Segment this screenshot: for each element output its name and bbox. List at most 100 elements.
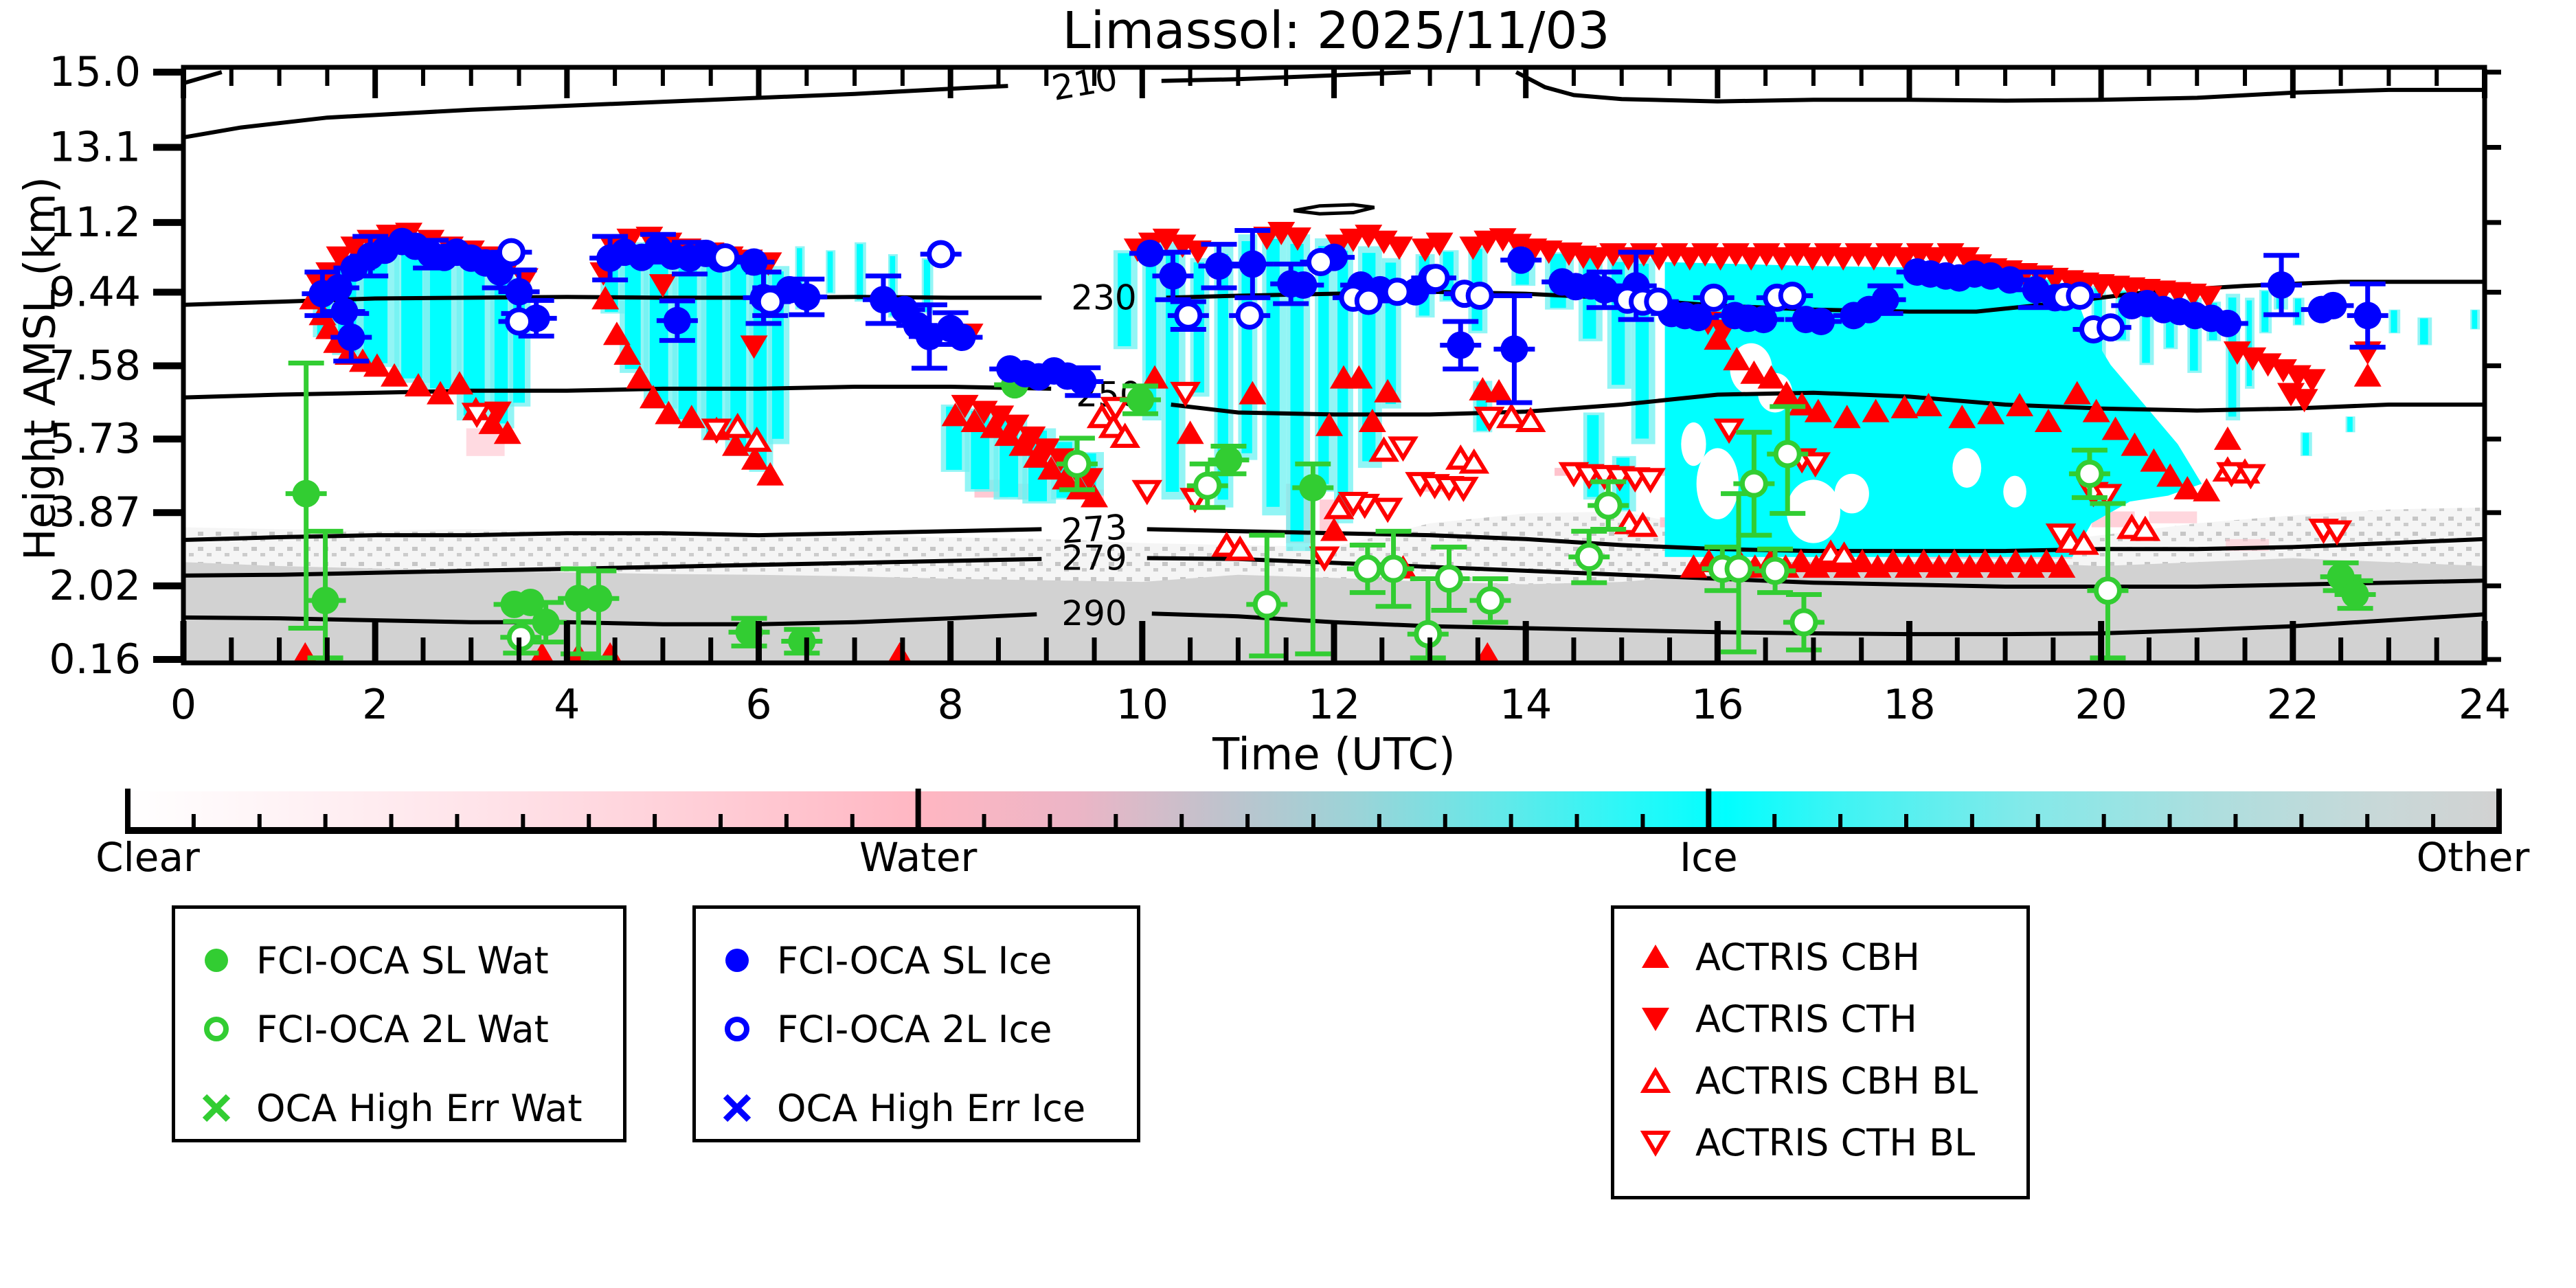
contour-label: 230	[1071, 278, 1136, 317]
legend-item-cbh: ACTRIS CBH	[1635, 933, 1920, 981]
y-axis-label: Height AMSL (km)	[14, 177, 65, 561]
ice-mass-gap	[2003, 475, 2026, 508]
ice-class-streak-core	[1318, 246, 1329, 484]
legend-label: ACTRIS CBH	[1695, 935, 1920, 979]
legend-item-higherr-wat: OCA High Err Wat	[196, 1084, 583, 1132]
ice-class-streak-core	[2166, 299, 2174, 348]
y-tick-label: 5.73	[49, 415, 141, 463]
blue-x-icon	[723, 1094, 752, 1122]
x-tick-label: 12	[1308, 681, 1360, 729]
legend-item-sl-wat: FCI-OCA SL Wat	[196, 936, 549, 984]
y-tick-label: 9.44	[49, 268, 141, 316]
temperature-contour-210	[183, 70, 223, 85]
y-tick-label: 2.02	[49, 562, 141, 610]
legend-label: FCI-OCA SL Ice	[777, 938, 1052, 982]
classification-colorbar: Clear Water Ice Other	[95, 789, 2529, 881]
ice-class-streak-core	[1217, 253, 1228, 500]
legend-label: OCA High Err Wat	[256, 1086, 583, 1130]
colorbar-label-water: Water	[859, 834, 978, 881]
x-tick-label: 2	[362, 681, 388, 729]
y-tick-label: 15.0	[49, 48, 141, 96]
legend-item-higherr-ice: OCA High Err Ice	[716, 1084, 1085, 1132]
ice-class-streak-core	[2472, 310, 2478, 329]
legend-item-sl-ice: FCI-OCA SL Ice	[716, 936, 1052, 984]
ice-mass-gap	[1681, 422, 1706, 466]
legend-label: ACTRIS CTH	[1695, 997, 1917, 1041]
series-actris-cbh-bl	[722, 403, 2261, 567]
ice-class-streak-core	[2294, 298, 2302, 325]
ice-mass-gap	[1834, 473, 1869, 514]
x-tick-label: 10	[1116, 681, 1168, 729]
blue-open-circle-icon	[725, 1017, 749, 1041]
ice-class-streak-core	[923, 260, 931, 313]
legend-item-2l-wat: FCI-OCA 2L Wat	[196, 1005, 549, 1053]
legend-label: FCI-OCA 2L Wat	[256, 1007, 549, 1051]
ice-class-streak-core	[706, 259, 723, 435]
axes-frame: 0 2 4 6 8 10 12 14 16 18 20 22 240.162.023.875.737.5…	[49, 48, 2511, 729]
ice-class-streak-core	[2142, 295, 2150, 363]
ice-class-streak-core	[2228, 297, 2237, 417]
ice-class-streak-core	[494, 271, 508, 424]
ice-class-streak-core	[2261, 291, 2269, 332]
x-tick-label: 0	[170, 681, 196, 729]
legend-item-cth: ACTRIS CTH	[1635, 995, 1917, 1043]
y-tick-label: 3.87	[49, 488, 141, 536]
contour-label: 279	[1061, 539, 1127, 578]
legend-label: FCI-OCA SL Wat	[256, 938, 549, 982]
legend-label: OCA High Err Ice	[777, 1086, 1086, 1130]
red-triangle-down-icon	[1642, 1008, 1669, 1031]
ice-class-streak-core	[430, 250, 451, 389]
red-triangle-up-icon	[1642, 945, 1669, 968]
ice-class-streak-core	[890, 256, 896, 316]
x-tick-label: 20	[2075, 681, 2127, 729]
x-tick-label: 4	[554, 681, 580, 729]
x-axis-label: Time (UTC)	[1212, 730, 1456, 780]
ice-class-streak-core	[2420, 318, 2428, 345]
temperature-contour-250	[183, 385, 1052, 400]
legend-water: FCI-OCA SL Wat FCI-OCA 2L Wat OCA High E…	[172, 905, 626, 1142]
legend-actris: ACTRIS CBH ACTRIS CTH ACTRIS CBH BL ACTR…	[1611, 905, 2030, 1199]
y-tick-label: 0.16	[49, 635, 141, 683]
ice-class-streak-core	[2118, 291, 2126, 340]
x-tick-label: 16	[1691, 681, 1743, 729]
legend-item-2l-ice: FCI-OCA 2L Ice	[716, 1005, 1052, 1053]
series-fci-oca-2l-wat	[500, 404, 2129, 661]
ice-class-streak-core	[401, 240, 422, 379]
page-title: Limassol: 2025/11/03	[1062, 1, 1610, 60]
green-open-circle-icon	[204, 1017, 229, 1041]
water-class-patch	[2149, 511, 2197, 523]
colorbar-label-clear: Clear	[95, 834, 200, 881]
legend-item-cth-bl: ACTRIS CTH BL	[1635, 1118, 1975, 1166]
ice-mass-gap	[1952, 448, 1982, 488]
temperature-contour-250	[1171, 390, 2485, 417]
legend-ice: FCI-OCA SL Ice FCI-OCA 2L Ice OCA High E…	[692, 905, 1140, 1142]
red-open-triangle-down-icon	[1640, 1131, 1671, 1157]
temperature-contour-lens	[1293, 203, 1375, 216]
ice-class-streak-core	[2391, 310, 2397, 333]
series-fci-oca-sl-ice	[302, 227, 2388, 405]
x-tick-label: 6	[745, 681, 771, 729]
temperature-contour-210	[183, 84, 1008, 139]
ice-class-streak-core	[1118, 253, 1131, 346]
temperature-contour-273	[1146, 527, 2485, 554]
ice-class-streak-core	[857, 244, 863, 300]
legend-item-cbh-bl: ACTRIS CBH BL	[1635, 1057, 1978, 1105]
ice-class-streak-core	[1266, 238, 1280, 507]
ice-class-streak-core	[730, 264, 747, 451]
contour-label: 290	[1061, 594, 1127, 633]
green-x-icon	[202, 1094, 231, 1122]
x-tick-label: 8	[938, 681, 964, 729]
y-tick-label: 11.2	[49, 199, 141, 247]
x-tick-label: 24	[2459, 681, 2511, 729]
legend-label: FCI-OCA 2L Ice	[777, 1007, 1052, 1051]
colorbar-label-other: Other	[2417, 834, 2530, 881]
ice-mass-gap	[1786, 479, 1840, 543]
series-fci-oca-2l-ice	[490, 238, 2132, 343]
legend-label: ACTRIS CTH BL	[1695, 1120, 1976, 1164]
ice-class-streak-core	[2190, 300, 2198, 371]
y-tick-label: 7.58	[49, 341, 141, 389]
legend-label: ACTRIS CBH BL	[1695, 1059, 1978, 1103]
